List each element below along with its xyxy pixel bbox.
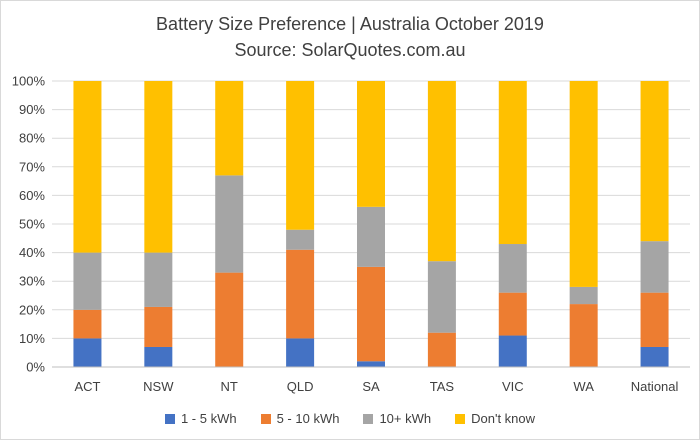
- y-tick-label: 20%: [19, 302, 45, 317]
- x-tick-label: WA: [573, 379, 594, 394]
- chart-subtitle: Source: SolarQuotes.com.au: [234, 40, 466, 60]
- x-tick-label: NT: [221, 379, 238, 394]
- y-tick-label: 40%: [19, 245, 45, 260]
- x-tick-label: NSW: [143, 379, 174, 394]
- bar-segment-qld-4: [286, 81, 315, 230]
- bar-segment-nsw-2: [144, 306, 173, 347]
- legend-item: Don't know: [455, 411, 535, 426]
- bar-segment-act-4: [73, 81, 102, 253]
- legend-item: 1 - 5 kWh: [164, 411, 237, 426]
- legend-label: 10+ kWh: [379, 411, 432, 426]
- chart-legend: 1 - 5 kWh 5 - 10 kWh 10+ kWh Don't know: [1, 411, 699, 426]
- bar-segment-sa-2: [357, 266, 385, 362]
- y-tick-label: 70%: [19, 159, 45, 174]
- x-tick-label: VIC: [502, 379, 524, 394]
- x-tick-label: ACT: [74, 379, 100, 394]
- legend-swatch: [455, 413, 466, 424]
- y-tick-label: 30%: [19, 274, 45, 289]
- bar-segment-sa-1: [357, 361, 385, 367]
- y-tick-label: 80%: [19, 131, 45, 146]
- bar-segment-national-1: [640, 346, 669, 367]
- bar-segment-sa-3: [357, 206, 385, 267]
- bar-segment-nt-2: [215, 272, 244, 367]
- y-tick-label: 100%: [12, 74, 46, 89]
- bar-segment-qld-3: [286, 229, 315, 250]
- bar-segment-nt-4: [215, 81, 244, 176]
- bar-segment-vic-3: [498, 244, 527, 293]
- legend-label: Don't know: [471, 411, 536, 426]
- bar-segment-national-4: [640, 81, 669, 242]
- bar-segment-tas-3: [427, 261, 456, 333]
- bar-segment-national-3: [640, 241, 669, 293]
- bar-segment-nsw-3: [144, 252, 173, 307]
- y-tick-label: 50%: [19, 217, 45, 232]
- y-tick-label: 10%: [19, 331, 45, 346]
- y-tick-label: 90%: [19, 102, 45, 117]
- bar-segment-qld-2: [286, 249, 315, 339]
- legend-item: 5 - 10 kWh: [260, 411, 340, 426]
- bar-segment-act-1: [73, 338, 102, 367]
- bar-segment-act-3: [73, 252, 102, 310]
- bar-segment-qld-1: [286, 338, 315, 367]
- x-tick-label: National: [631, 379, 679, 394]
- bar-segment-nsw-1: [144, 346, 173, 367]
- legend-label: 1 - 5 kWh: [180, 411, 237, 426]
- legend-label: 5 - 10 kWh: [276, 411, 340, 426]
- chart-title: Battery Size Preference | Australia Octo…: [156, 14, 544, 34]
- bar-segment-wa-4: [569, 81, 598, 287]
- bar-segment-vic-2: [498, 292, 527, 336]
- bar-segment-wa-2: [569, 304, 598, 367]
- bar-segment-sa-4: [357, 81, 385, 207]
- legend-item: 10+ kWh: [363, 411, 431, 426]
- y-tick-label: 0%: [26, 360, 45, 375]
- bar-segment-act-2: [73, 309, 102, 339]
- bar-segment-nt-3: [215, 175, 244, 273]
- legend-swatch: [164, 413, 175, 424]
- x-tick-label: SA: [362, 379, 380, 394]
- legend-swatch: [260, 413, 271, 424]
- legend-swatch: [363, 413, 374, 424]
- x-tick-label: TAS: [430, 379, 455, 394]
- bar-segment-vic-1: [498, 335, 527, 367]
- x-tick-label: QLD: [287, 379, 314, 394]
- bar-segment-vic-4: [498, 81, 527, 245]
- bar-segment-wa-3: [569, 286, 598, 305]
- bar-segment-tas-4: [427, 81, 456, 262]
- bar-segment-nsw-4: [144, 81, 173, 253]
- bar-segment-tas-2: [427, 332, 456, 367]
- bar-segment-national-2: [640, 292, 669, 347]
- y-tick-label: 60%: [19, 188, 45, 203]
